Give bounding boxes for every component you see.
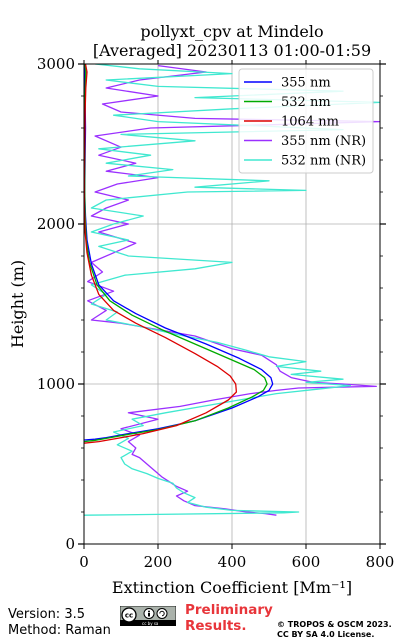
axis-ticks: 0 200 400 600 800 0 1000 2000 3000: [37, 55, 395, 571]
copyright-line-2: CC BY SA 4.0 License.: [277, 630, 375, 639]
legend-label: 1064 nm: [281, 115, 339, 130]
preliminary-line-1: Preliminary: [185, 602, 273, 618]
series-line-355-nm-nr-: [87, 64, 380, 516]
copyright-notice: © TROPOS & OSCM 2023. CC BY SA 4.0 Licen…: [277, 620, 392, 640]
x-tick-label: 400: [218, 553, 247, 571]
y-tick-label: 0: [65, 535, 75, 553]
x-axis-label: Extinction Coefficient [Mm⁻¹]: [112, 578, 352, 597]
series-lines: [84, 64, 380, 516]
legend-label: 355 nm (NR): [281, 134, 366, 149]
chart-title-line-1: pollyxt_cpv at Mindelo: [140, 22, 324, 41]
x-tick-label: 800: [366, 553, 395, 571]
series-line-1064-nm: [84, 64, 238, 444]
svg-text:cc by sa: cc by sa: [142, 621, 159, 626]
extinction-profile-chart: 0 200 400 600 800 0 1000 2000 3000 Extinction Co…: [8, 55, 395, 597]
copyright-line-1: © TROPOS & OSCM 2023.: [277, 620, 392, 629]
y-axis-label: Height (m): [8, 260, 27, 348]
legend-label: 532 nm (NR): [281, 154, 366, 169]
x-tick-label: 600: [292, 553, 321, 571]
legend-box: [238, 68, 374, 174]
y-tick-label: 3000: [37, 55, 75, 73]
y-tick-label: 2000: [37, 215, 75, 233]
legend: 355 nm 532 nm 1064 nm 355 nm (NR) 532 nm (NR…: [238, 68, 374, 174]
cc-by-sa-license-icon: cc cc by sa: [120, 606, 176, 626]
x-tick-label: 0: [79, 553, 89, 571]
preliminary-results-notice: Preliminary Results.: [185, 602, 273, 634]
version-label: Version: 3.5: [8, 607, 85, 622]
legend-label: 532 nm: [281, 95, 331, 110]
chart-title-line-2: [Averaged] 20230113 01:00-01:59: [92, 41, 372, 60]
method-label: Method: Raman: [8, 623, 111, 638]
preliminary-line-2: Results.: [185, 618, 247, 634]
svg-text:cc: cc: [125, 612, 133, 620]
legend-label: 355 nm: [281, 76, 331, 91]
y-tick-label: 1000: [37, 375, 75, 393]
x-tick-label: 200: [144, 553, 173, 571]
series-line-532-nm-nr-: [84, 64, 380, 516]
